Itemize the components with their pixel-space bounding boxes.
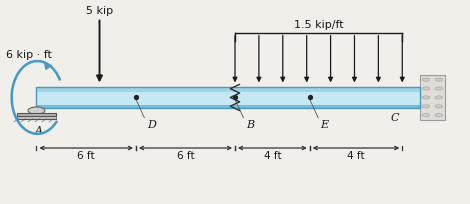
- Text: E: E: [321, 119, 329, 129]
- Circle shape: [28, 108, 45, 115]
- Circle shape: [435, 96, 443, 100]
- Text: B: B: [246, 119, 254, 129]
- Circle shape: [422, 96, 430, 100]
- Text: 6 ft: 6 ft: [78, 151, 95, 161]
- Text: 5 kip: 5 kip: [86, 6, 113, 16]
- Circle shape: [435, 88, 443, 91]
- Circle shape: [422, 114, 430, 117]
- Bar: [37, 93, 420, 106]
- Text: 4 ft: 4 ft: [264, 151, 281, 161]
- Circle shape: [435, 79, 443, 82]
- Bar: [17, 114, 56, 116]
- Text: 1.5 kip/ft: 1.5 kip/ft: [294, 20, 344, 30]
- Text: 4 ft: 4 ft: [347, 151, 365, 161]
- Text: C: C: [391, 112, 400, 122]
- Circle shape: [435, 114, 443, 117]
- Bar: [420, 76, 445, 120]
- Circle shape: [422, 79, 430, 82]
- Text: A: A: [35, 125, 43, 135]
- Bar: [37, 88, 420, 93]
- Text: D: D: [147, 119, 156, 129]
- Text: 6 kip · ft: 6 kip · ft: [6, 50, 52, 60]
- Bar: [37, 88, 420, 108]
- Circle shape: [422, 88, 430, 91]
- Text: 6 ft: 6 ft: [177, 151, 194, 161]
- Bar: [17, 116, 56, 119]
- Bar: [37, 106, 420, 108]
- Circle shape: [435, 105, 443, 109]
- Circle shape: [422, 105, 430, 109]
